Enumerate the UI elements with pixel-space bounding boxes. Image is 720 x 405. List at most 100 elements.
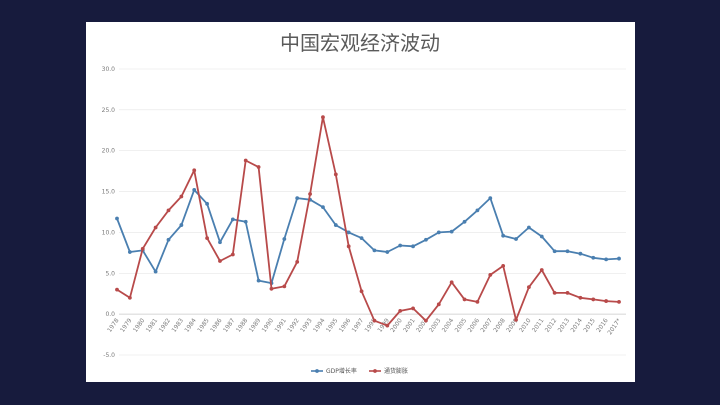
series-2-point — [127, 295, 132, 300]
series-2-point — [179, 194, 184, 199]
series-1-point — [552, 249, 557, 254]
series-2-point — [501, 264, 506, 268]
series-1-point — [385, 250, 390, 254]
series-1-point — [591, 255, 596, 260]
series-2-point — [243, 158, 248, 163]
series-1-point — [411, 244, 415, 249]
series-2-point — [321, 115, 325, 120]
series-2-point — [166, 208, 171, 213]
series-1-point — [449, 229, 454, 234]
series-1-point — [321, 205, 325, 209]
x-tick-label: 1980 — [132, 317, 147, 334]
x-tick-label: 1979 — [119, 317, 134, 334]
series-1-point — [436, 230, 441, 235]
series-2-point — [230, 252, 235, 257]
series-1-point — [539, 234, 544, 239]
series-2-point — [604, 299, 609, 303]
series-2-point — [282, 284, 287, 289]
x-tick-label: 2014 — [570, 317, 585, 334]
x-tick-label: 1988 — [235, 317, 250, 334]
x-tick-label: 1997 — [351, 317, 366, 334]
series-2-point — [269, 286, 274, 291]
series-1-point — [372, 248, 377, 253]
series-2-point — [565, 290, 570, 295]
x-tick-label: 1994 — [312, 317, 327, 334]
series-1-point — [166, 237, 171, 242]
y-tick-label: 30.0 — [102, 66, 116, 73]
x-tick-label: 1993 — [299, 317, 314, 334]
series-2-point — [385, 323, 390, 328]
x-tick-label: 1981 — [145, 317, 160, 334]
series-2-point — [359, 289, 364, 294]
x-tick-label: 2001 — [402, 317, 417, 334]
x-tick-label: 2003 — [428, 317, 443, 334]
series-2-point — [192, 168, 197, 173]
series-layer — [115, 115, 621, 328]
series-1-point — [333, 223, 338, 227]
series-2-point — [115, 287, 119, 292]
legend-marker-1 — [315, 369, 319, 373]
series-2-point — [514, 317, 518, 322]
x-tick-label: 2006 — [467, 317, 482, 334]
legend-label-1: GDP增长率 — [326, 367, 357, 375]
y-tick-label: 20.0 — [102, 148, 116, 155]
series-1-point — [256, 278, 261, 283]
legend-marker-2 — [373, 369, 377, 373]
series-line-2 — [116, 116, 620, 327]
series-line-1 — [116, 188, 620, 285]
x-tick-label: 1989 — [248, 317, 263, 334]
series-2-point — [308, 192, 312, 196]
series-2-point — [153, 225, 158, 230]
x-tick-label: 1992 — [286, 317, 301, 334]
x-tick-label: 1986 — [209, 317, 224, 334]
series-2-point — [617, 299, 621, 304]
series-1-point — [205, 201, 210, 206]
y-axis-ticks: -5.0 0.0 5.0 10.0 15.0 20.0 25.0 30.0 — [102, 66, 116, 359]
series-1-point — [565, 249, 570, 254]
series-1-point — [230, 217, 235, 222]
x-tick-label: 2004 — [441, 317, 456, 334]
series-2-point — [462, 297, 467, 302]
series-1-point — [153, 269, 158, 274]
series-2-point — [398, 308, 403, 313]
series-2-point — [333, 172, 338, 177]
series-1-point — [192, 188, 197, 192]
y-tick-label: 25.0 — [102, 107, 116, 114]
series-1-point — [526, 225, 531, 230]
x-tick-label: 1990 — [261, 317, 276, 334]
x-tick-label: 2015 — [582, 317, 597, 334]
series-1-point — [424, 237, 428, 242]
x-tick-label: 1987 — [222, 317, 237, 334]
series-2-point — [346, 244, 351, 249]
series-1-point — [488, 196, 493, 201]
x-tick-label: 1984 — [183, 317, 198, 334]
series-2-point — [140, 246, 145, 251]
x-tick-label: 2008 — [492, 317, 507, 334]
series-1-point — [218, 240, 222, 245]
series-2-point — [372, 318, 377, 323]
series-2-point — [218, 259, 222, 263]
x-tick-label: 1982 — [158, 317, 173, 334]
series-1-point — [243, 219, 248, 224]
series-2-point — [539, 268, 544, 272]
series-2-point — [475, 299, 480, 304]
chart-title: 中国宏观经济波动 — [280, 31, 440, 55]
x-tick-label: 2012 — [544, 317, 559, 334]
series-2-point — [526, 285, 531, 290]
x-tick-label: 1985 — [196, 317, 211, 334]
series-1-point — [514, 237, 518, 241]
y-tick-label: 10.0 — [102, 229, 116, 236]
series-1-point — [115, 216, 119, 221]
series-2-point — [578, 295, 583, 300]
series-1-point — [282, 237, 287, 241]
series-1-point — [475, 208, 480, 213]
gridlines — [119, 68, 626, 356]
series-1-point — [617, 256, 621, 261]
series-2-point — [256, 165, 261, 169]
y-tick-label: -5.0 — [103, 352, 115, 359]
series-1-point — [501, 233, 506, 238]
series-1-point — [398, 243, 403, 248]
series-2-point — [552, 290, 557, 295]
series-2-point — [205, 236, 210, 241]
series-2-point — [424, 318, 428, 323]
